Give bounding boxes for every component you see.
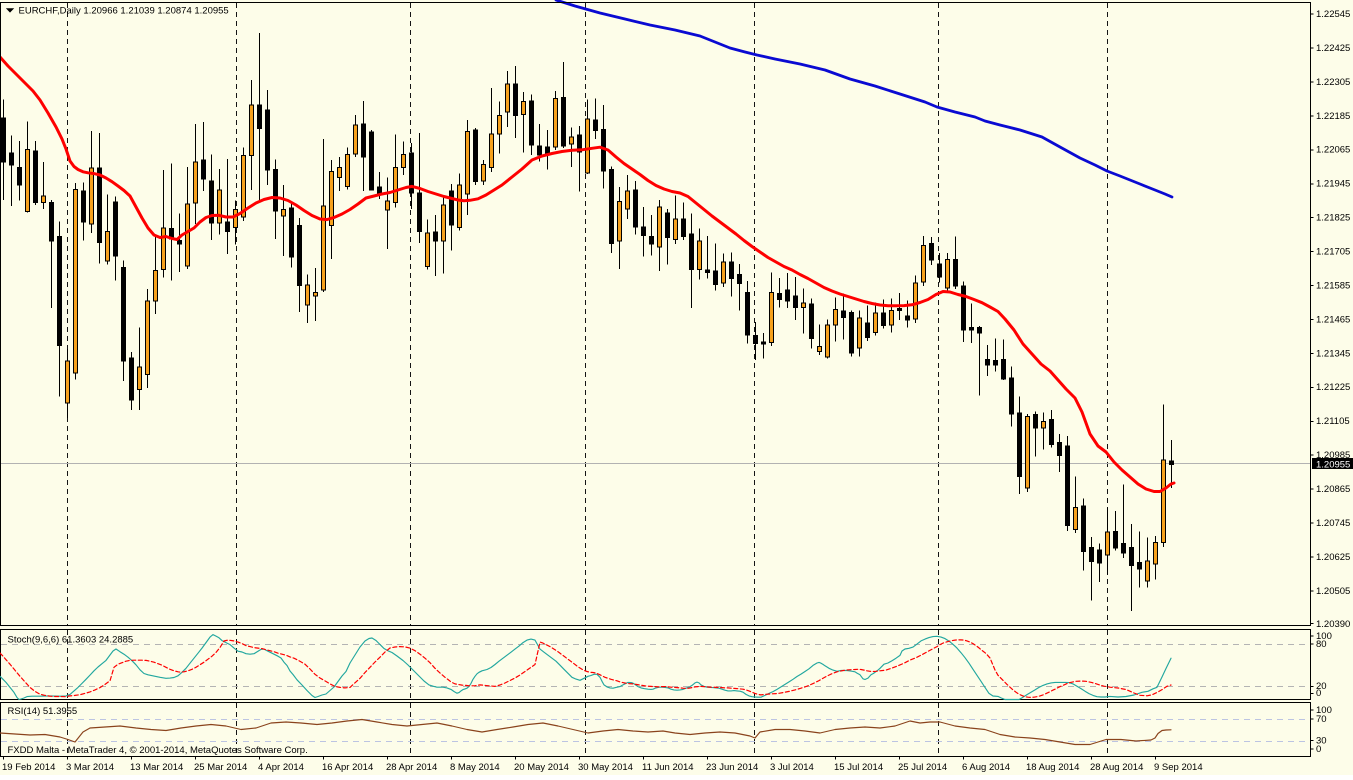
svg-text:1.21825: 1.21825	[1316, 213, 1350, 224]
svg-text:1.20745: 1.20745	[1316, 518, 1350, 529]
svg-text:1.22545: 1.22545	[1316, 9, 1350, 20]
svg-text:1.21465: 1.21465	[1316, 314, 1350, 325]
svg-text:1.21225: 1.21225	[1316, 382, 1350, 393]
svg-text:1.20625: 1.20625	[1316, 552, 1350, 563]
svg-text:1.22305: 1.22305	[1316, 77, 1350, 88]
svg-text:1.22185: 1.22185	[1316, 111, 1350, 122]
svg-text:28 Aug 2014: 28 Aug 2014	[1090, 762, 1143, 773]
svg-text:1.20985: 1.20985	[1316, 450, 1350, 461]
svg-text:1.21945: 1.21945	[1316, 179, 1350, 190]
svg-text:1.21705: 1.21705	[1316, 247, 1350, 258]
svg-text:1.21105: 1.21105	[1316, 416, 1350, 427]
svg-text:100: 100	[1316, 705, 1332, 716]
svg-text:25 Mar 2014: 25 Mar 2014	[194, 762, 247, 773]
svg-text:70: 70	[1316, 714, 1327, 725]
svg-text:EURCHF,Daily 1.20966 1.21039: EURCHF,Daily 1.20966 1.21039 1.20874 1.2…	[19, 6, 229, 17]
svg-text:1.22425: 1.22425	[1316, 43, 1350, 54]
svg-text:16 Apr 2014: 16 Apr 2014	[322, 762, 373, 773]
svg-text:80: 80	[1316, 639, 1327, 650]
svg-text:6 Aug 2014: 6 Aug 2014	[962, 762, 1010, 773]
svg-text:1.21585: 1.21585	[1316, 280, 1350, 291]
svg-text:15 Jul 2014: 15 Jul 2014	[834, 762, 883, 773]
svg-text:20 May 2014: 20 May 2014	[514, 762, 569, 773]
svg-text:1.20390: 1.20390	[1316, 619, 1350, 630]
svg-text:3 Jul 2014: 3 Jul 2014	[770, 762, 814, 773]
svg-text:28 Apr 2014: 28 Apr 2014	[386, 762, 437, 773]
svg-text:11 Jun 2014: 11 Jun 2014	[642, 762, 694, 773]
svg-text:Stoch(9,6,6) 61.3603 24.2885: Stoch(9,6,6) 61.3603 24.2885	[8, 634, 134, 645]
svg-text:30 May 2014: 30 May 2014	[578, 762, 633, 773]
svg-text:23 Jun 2014: 23 Jun 2014	[706, 762, 758, 773]
svg-text:1.21345: 1.21345	[1316, 348, 1350, 359]
svg-text:18 Aug 2014: 18 Aug 2014	[1026, 762, 1079, 773]
svg-text:1.22065: 1.22065	[1316, 145, 1350, 156]
svg-text:RSI(14) 51.3955: RSI(14) 51.3955	[8, 706, 78, 717]
svg-text:19 Feb 2014: 19 Feb 2014	[2, 762, 55, 773]
svg-text:0: 0	[1316, 688, 1321, 699]
svg-text:25 Jul 2014: 25 Jul 2014	[898, 762, 947, 773]
svg-text:100: 100	[1316, 631, 1332, 642]
svg-text:0: 0	[1316, 744, 1321, 755]
svg-text:13 Mar 2014: 13 Mar 2014	[130, 762, 183, 773]
svg-text:30: 30	[1316, 735, 1327, 746]
svg-text:20: 20	[1316, 681, 1327, 692]
svg-text:1.20955: 1.20955	[1316, 460, 1350, 471]
svg-text:1.20865: 1.20865	[1316, 484, 1350, 495]
svg-text:9 Sep 2014: 9 Sep 2014	[1154, 762, 1203, 773]
svg-text:3 Mar 2014: 3 Mar 2014	[66, 762, 114, 773]
svg-text:4 Apr 2014: 4 Apr 2014	[258, 762, 304, 773]
svg-text:FXDD Malta - MetaTrader 4, © 2: FXDD Malta - MetaTrader 4, © 2001-2014, …	[8, 745, 308, 756]
svg-text:1.20505: 1.20505	[1316, 586, 1350, 597]
svg-text:8 May 2014: 8 May 2014	[450, 762, 500, 773]
